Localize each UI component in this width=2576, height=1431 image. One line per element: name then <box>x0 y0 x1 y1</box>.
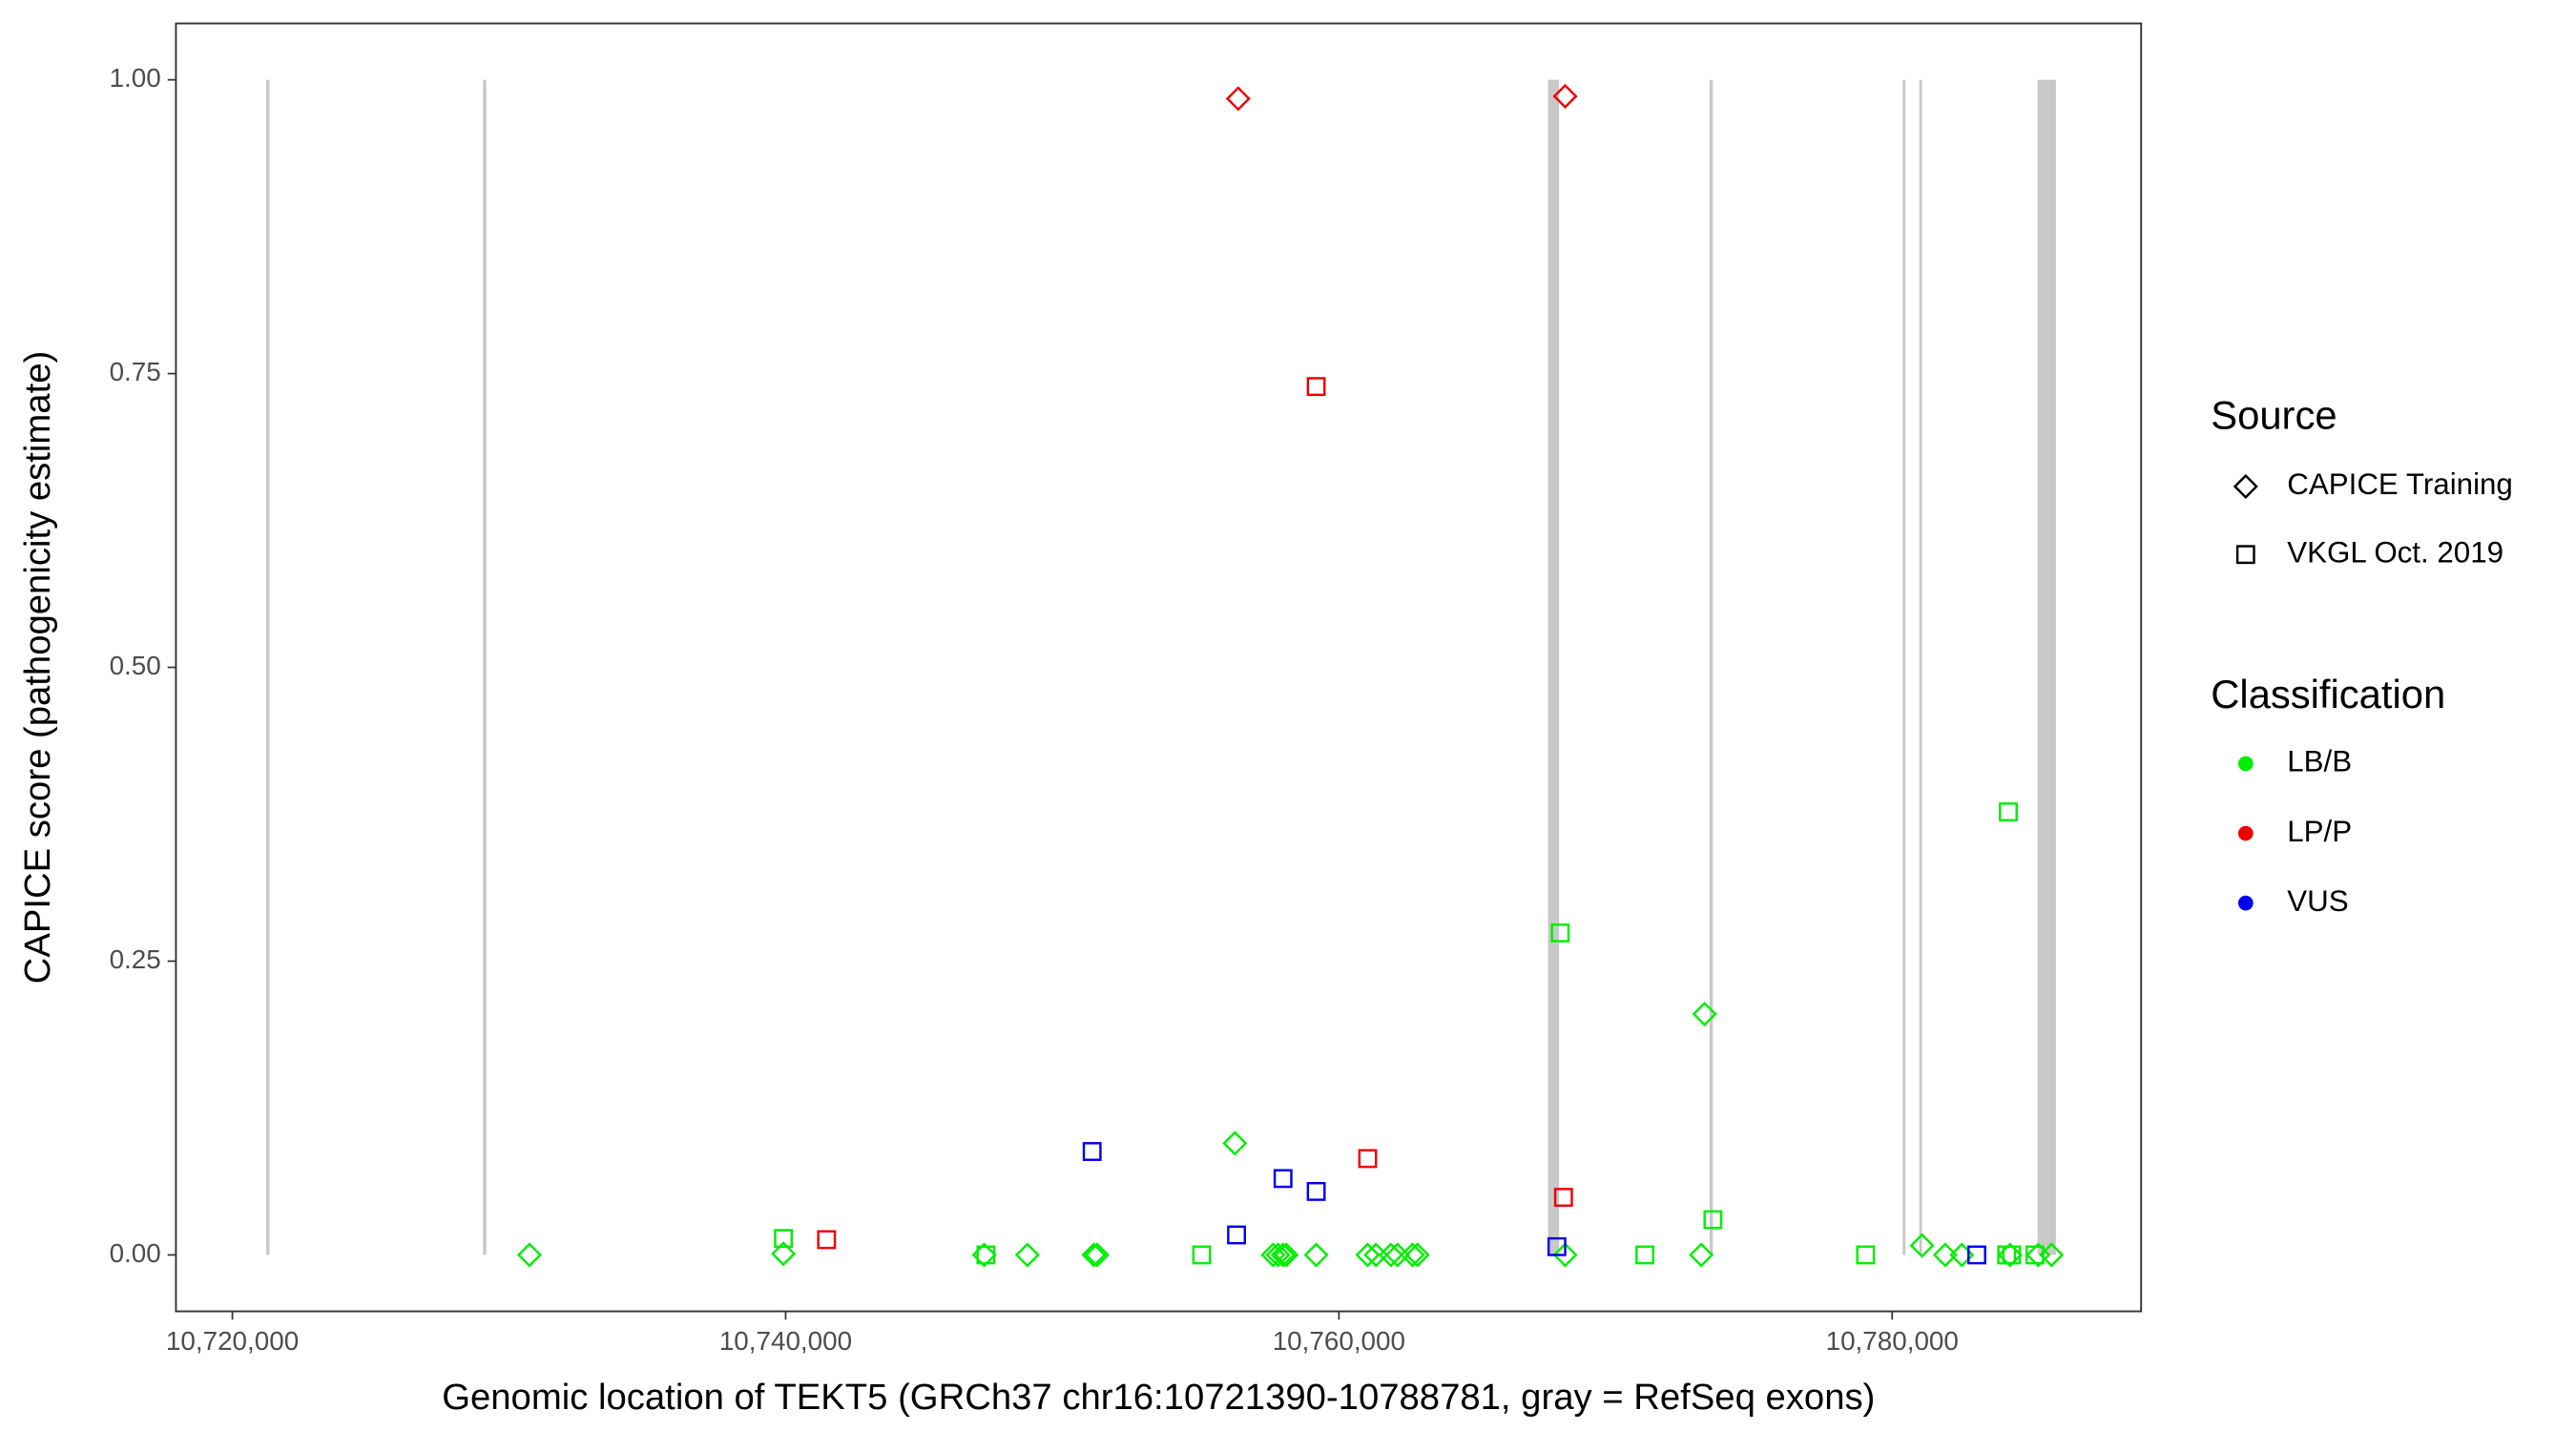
legend-label: LP/P <box>2287 815 2352 848</box>
x-tick-label: 10,740,000 <box>719 1326 852 1356</box>
legend-label: VUS <box>2287 884 2348 918</box>
legend-key <box>2237 825 2254 841</box>
legend-key <box>2233 473 2258 499</box>
exon <box>1709 79 1714 1255</box>
data-point <box>1856 1245 1876 1265</box>
data-point <box>1273 1169 1293 1189</box>
data-point <box>771 1241 797 1267</box>
y-tick-label: 0.25 <box>110 944 161 974</box>
data-point <box>1547 1236 1567 1256</box>
data-point <box>1400 1242 1425 1268</box>
data-point <box>1192 1245 1212 1265</box>
data-point <box>774 1229 794 1249</box>
data-point <box>1306 1181 1326 1201</box>
data-point <box>1552 83 1578 109</box>
data-point <box>1404 1242 1430 1268</box>
data-point <box>1265 1242 1291 1268</box>
data-point <box>516 1242 542 1268</box>
exon <box>2037 79 2056 1255</box>
data-point <box>1932 1242 1958 1268</box>
y-tick-label: 1.00 <box>110 63 161 93</box>
data-point <box>817 1230 837 1250</box>
legend-label: VKGL Oct. 2019 <box>2287 536 2503 570</box>
data-point <box>1227 1225 1246 1245</box>
x-tick-label: 10,780,000 <box>1826 1326 1959 1356</box>
data-point <box>1274 1242 1299 1268</box>
legend-key <box>2235 545 2255 565</box>
data-point <box>1270 1242 1296 1268</box>
x-axis-title: Genomic location of TEKT5 (GRCh37 chr16:… <box>442 1377 1875 1418</box>
data-point <box>1303 1242 1329 1268</box>
data-point <box>1692 1001 1717 1027</box>
y-tick-label: 0.00 <box>110 1238 161 1268</box>
exon <box>1548 79 1560 1255</box>
data-point <box>1552 1242 1578 1268</box>
y-tick-label: 0.50 <box>110 651 161 680</box>
data-point <box>2025 1245 2045 1265</box>
legend-key <box>2237 895 2254 911</box>
data-point <box>1306 377 1326 397</box>
data-point <box>1084 1242 1110 1268</box>
data-point <box>1225 86 1251 112</box>
data-point <box>1999 802 2018 821</box>
legend-title: Classification <box>2211 672 2445 716</box>
data-point <box>1703 1210 1723 1230</box>
exon <box>1919 79 1922 1255</box>
x-tick-label: 10,760,000 <box>1273 1326 1405 1356</box>
data-point <box>1082 1142 1102 1161</box>
data-point <box>1909 1233 1935 1258</box>
data-point <box>2002 1245 2022 1265</box>
legend-title: Source <box>2211 393 2337 438</box>
plot-border <box>175 22 2143 1313</box>
data-point <box>1014 1242 1040 1268</box>
data-point <box>1081 1242 1107 1268</box>
data-point <box>1689 1242 1714 1268</box>
legend-label: CAPICE Training <box>2287 467 2513 501</box>
exon <box>1902 79 1906 1255</box>
data-point <box>1378 1242 1403 1268</box>
data-point <box>1553 1188 1573 1207</box>
data-point <box>1222 1130 1248 1156</box>
data-point <box>1355 1242 1381 1268</box>
legend-key <box>2237 756 2254 772</box>
data-point <box>1550 923 1570 943</box>
y-tick-label: 0.75 <box>110 357 161 386</box>
exon <box>265 79 270 1255</box>
y-axis-title: CAPICE score (pathogenicity estimate) <box>17 351 58 985</box>
exon <box>483 79 487 1255</box>
x-tick-label: 10,720,000 <box>166 1326 299 1356</box>
data-point <box>976 1245 996 1265</box>
data-point <box>1358 1149 1378 1169</box>
data-point <box>1967 1245 1986 1265</box>
legend-label: LB/B <box>2287 745 2352 778</box>
data-point <box>1635 1245 1654 1265</box>
